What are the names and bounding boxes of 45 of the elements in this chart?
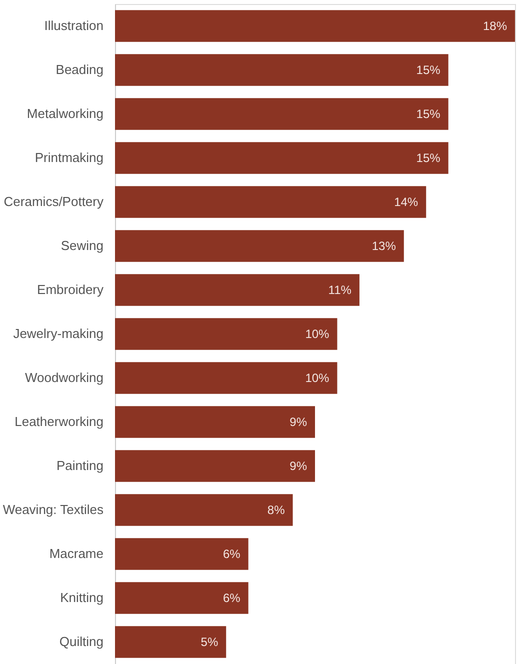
data-label: 10% (305, 371, 330, 385)
y-tick-label: Quilting (59, 634, 104, 649)
bar (115, 626, 226, 658)
data-label: 6% (222, 547, 241, 561)
y-tick-label: Macrame (49, 546, 104, 561)
data-label: 15% (416, 151, 441, 165)
bar (115, 274, 360, 306)
bar (115, 362, 338, 394)
y-tick-label: Woodworking (24, 370, 104, 385)
bar (115, 142, 448, 174)
data-label: 15% (416, 63, 441, 77)
bar (115, 98, 448, 130)
y-tick-label: Beading (56, 62, 104, 77)
data-label: 5% (200, 635, 218, 649)
data-label: 11% (328, 283, 352, 297)
data-label: 14% (394, 195, 418, 209)
bar (115, 406, 315, 438)
bar (115, 450, 315, 482)
data-label: 13% (372, 239, 396, 253)
data-label: 10% (305, 327, 330, 341)
bar (115, 230, 404, 262)
y-tick-label: Metalworking (26, 106, 104, 121)
bar (115, 54, 448, 86)
y-tick-label: Painting (56, 458, 104, 473)
y-tick-label: Ceramics/Pottery (4, 194, 104, 209)
y-tick-label: Knitting (60, 590, 104, 605)
y-tick-label: Leatherworking (14, 414, 104, 429)
y-tick-label: Embroidery (37, 282, 104, 297)
bar (115, 186, 426, 218)
bar (115, 582, 248, 614)
y-tick-label: Illustration (44, 18, 104, 33)
data-label: 8% (267, 503, 286, 517)
data-label: 9% (290, 415, 308, 429)
y-tick-label: Jewelry-making (13, 326, 104, 341)
bar (115, 318, 338, 350)
data-label: 15% (416, 107, 441, 121)
bar (115, 538, 248, 570)
data-label: 9% (290, 459, 308, 473)
data-label: 18% (482, 19, 508, 33)
data-label: 6% (222, 591, 241, 605)
y-tick-label: Weaving: Textiles (2, 502, 104, 517)
y-tick-label: Printmaking (34, 150, 104, 165)
bar (115, 10, 515, 42)
bar (115, 494, 293, 526)
y-tick-label: Sewing (60, 238, 104, 253)
